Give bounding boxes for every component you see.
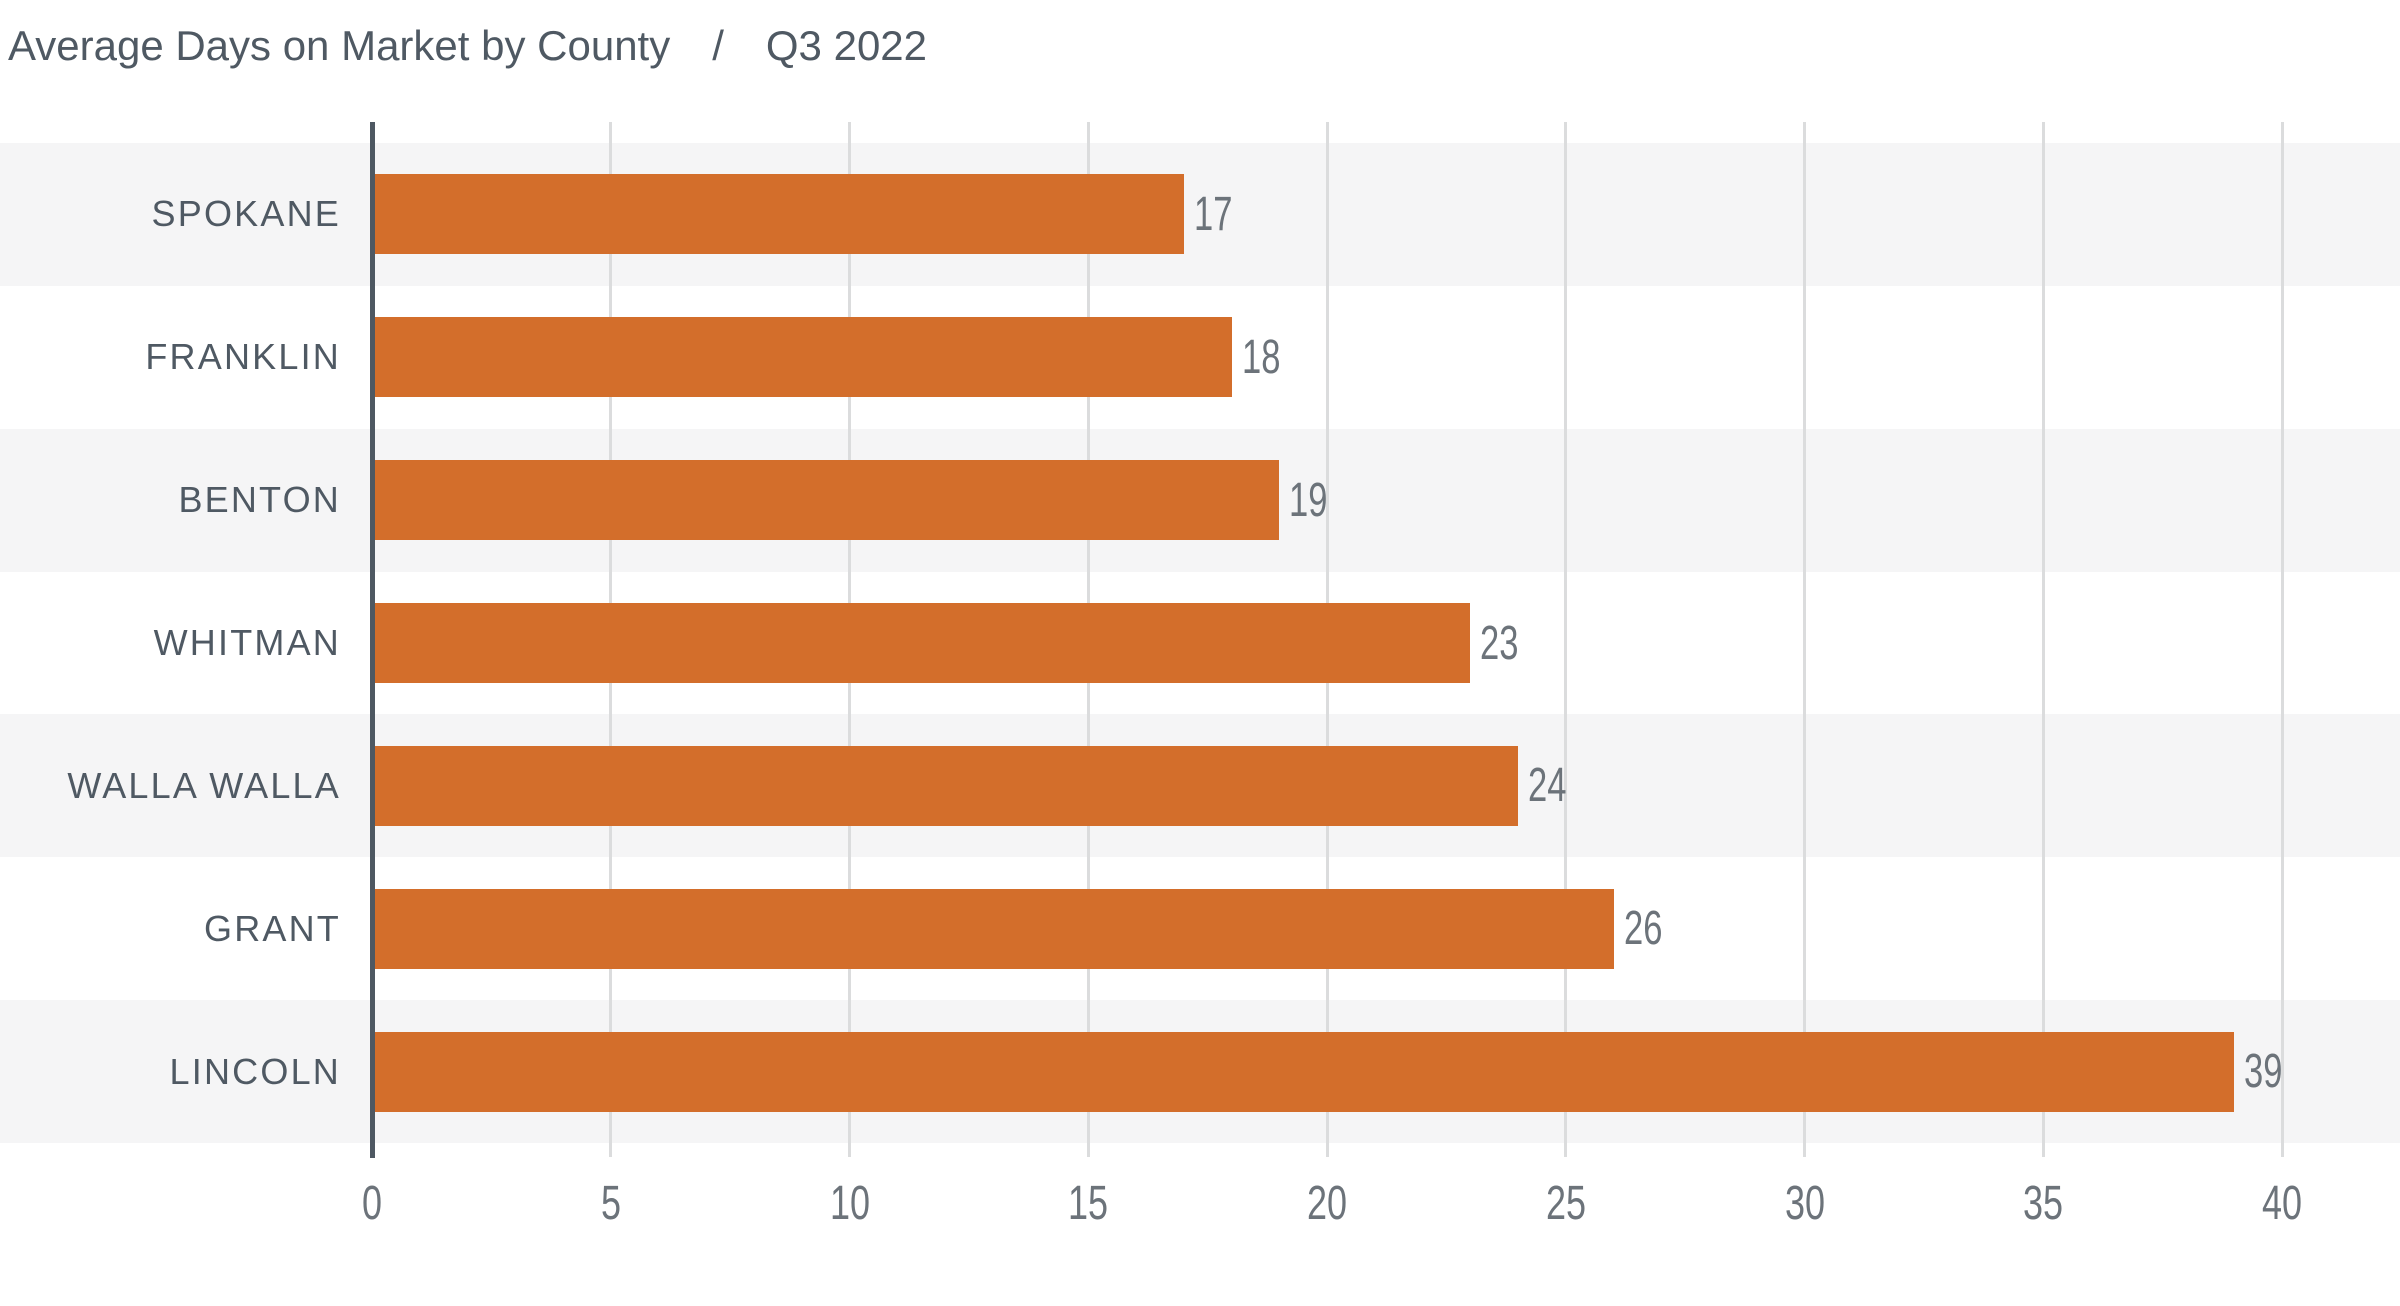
- value-label: 19: [1289, 473, 1328, 527]
- value-label: 24: [1528, 759, 1567, 813]
- x-tick-label: 15: [1068, 1177, 1109, 1230]
- x-tick-label: 0: [361, 1177, 383, 1230]
- category-label: GRANT: [204, 907, 341, 949]
- bar: [372, 460, 1280, 541]
- title-separator: /: [712, 22, 724, 69]
- x-tick-label: 5: [600, 1177, 621, 1230]
- category-label: WALLA WALLA: [67, 764, 341, 806]
- bar: [372, 174, 1184, 255]
- chart-subtitle: Q3 2022: [765, 22, 928, 69]
- gridline: [2041, 122, 2045, 1157]
- value-label: 17: [1193, 187, 1233, 241]
- value-label: 26: [1623, 902, 1662, 956]
- bar: [372, 603, 1471, 683]
- chart-header: Average Days on Market by County / Q3 20…: [8, 16, 927, 76]
- value-label: 23: [1480, 616, 1519, 670]
- x-tick-label: 40: [2261, 1177, 2303, 1230]
- gridline: [2280, 122, 2284, 1157]
- category-label: SPOKANE: [151, 193, 341, 235]
- x-tick-label: 35: [2023, 1177, 2064, 1230]
- x-tick-label: 25: [1545, 1177, 1586, 1230]
- category-label: FRANKLIN: [145, 336, 341, 378]
- category-label: WHITMAN: [153, 621, 341, 663]
- x-tick-label: 10: [829, 1177, 870, 1230]
- chart-title: Average Days on Market by County: [8, 22, 671, 69]
- x-tick-label: 30: [1784, 1177, 1825, 1230]
- bar: [372, 1031, 2235, 1112]
- value-label: 39: [2244, 1045, 2283, 1099]
- value-label: 18: [1241, 330, 1280, 384]
- x-tick-label: 20: [1306, 1177, 1348, 1230]
- gridline: [1803, 122, 1806, 1157]
- category-label: LINCOLN: [169, 1050, 341, 1092]
- x-axis-line: [369, 122, 375, 1158]
- bar: [372, 745, 1518, 826]
- bar: [372, 317, 1232, 398]
- category-label: BENTON: [178, 479, 341, 521]
- gridline: [1564, 122, 1568, 1157]
- bar: [372, 888, 1614, 969]
